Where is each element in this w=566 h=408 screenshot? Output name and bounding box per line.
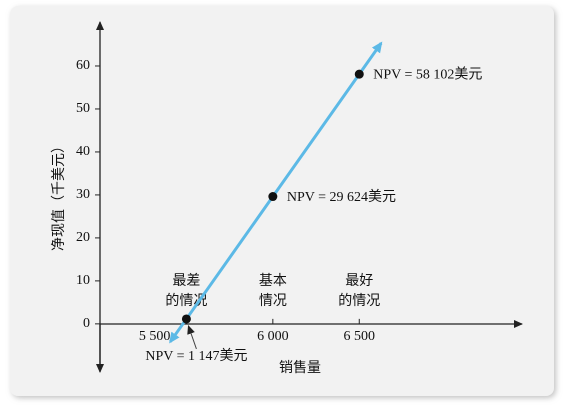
x-tick-label: 6 500 [344,329,376,344]
x-tick-label: 5 500 [139,329,171,344]
value-label: NPV = 1 147美元 [145,348,247,364]
value-label: NPV = 58 102美元 [373,66,482,82]
panel [10,6,554,396]
case-label: 基本 [259,272,287,289]
y-tick-label: 40 [76,144,90,159]
case-label: 最差 [172,273,200,289]
point [181,314,191,324]
x-axis-label: 销售量 [279,360,321,376]
y-tick-label: 10 [76,273,90,288]
point [354,69,364,79]
point [268,192,278,202]
line-extension [358,41,383,76]
case-label: 的情况 [165,293,207,309]
label-pointer [187,324,197,350]
y-tick-label: 50 [76,101,90,116]
case-label: 最好 [345,273,373,289]
y-tick-label: 60 [76,58,90,73]
case-label: 情况 [259,293,287,309]
y-axis-label: 净现值（千美元） [51,139,67,251]
y-tick-label: 20 [76,230,90,245]
value-label: NPV = 29 624美元 [287,189,396,205]
case-label: 的情况 [338,293,380,309]
x-tick-label: 6 000 [257,329,289,344]
line-extension [169,318,188,344]
y-tick-label: 30 [76,187,90,202]
y-tick-label: 0 [83,316,90,331]
